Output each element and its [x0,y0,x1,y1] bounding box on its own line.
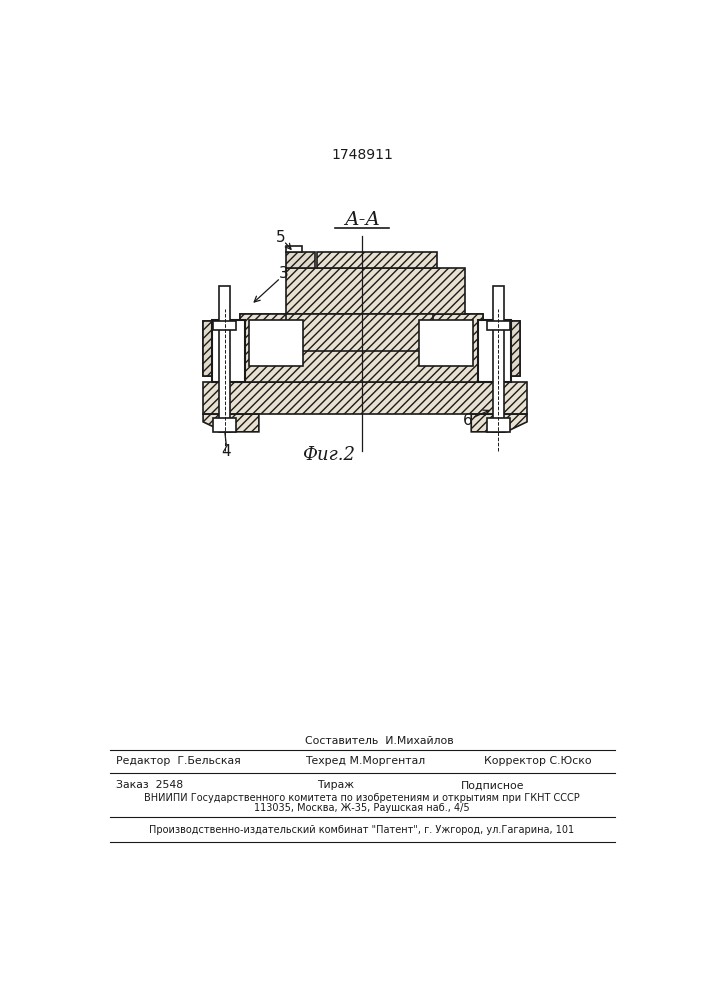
Bar [203,321,212,376]
Bar [240,314,483,382]
Bar [483,321,492,376]
Text: А-А: А-А [344,211,380,229]
Bar [212,320,245,382]
Bar [213,321,236,330]
Text: ВНИИПИ Государственного комитета по изобретениям и открытиям при ГКНТ СССР: ВНИИПИ Государственного комитета по изоб… [144,793,580,803]
Bar [390,314,483,382]
Bar [483,321,520,376]
Text: 3: 3 [279,266,288,282]
Bar [203,321,240,376]
Bar [286,314,433,351]
Polygon shape [203,414,259,432]
Text: Составитель  И.Михайлов: Составитель И.Михайлов [305,736,454,746]
Bar [510,321,520,376]
Bar [486,321,510,330]
Bar [493,286,504,432]
Bar [486,418,510,432]
Bar [203,382,527,414]
Text: 6: 6 [463,413,473,428]
Text: 4: 4 [221,444,231,459]
Text: Заказ  2548: Заказ 2548 [115,780,182,790]
Bar [317,252,437,268]
Bar [231,321,240,376]
Text: Корректор С.Юско: Корректор С.Юско [484,756,591,766]
Text: 1748911: 1748911 [331,148,393,162]
Text: Подписное: Подписное [460,780,524,790]
Bar [213,418,236,432]
Text: 5: 5 [276,230,286,245]
Bar [286,268,465,314]
Text: Техред М.Моргентал: Техред М.Моргентал [305,756,426,766]
Text: 113035, Москва, Ж-35, Раушская наб., 4/5: 113035, Москва, Ж-35, Раушская наб., 4/5 [254,803,469,813]
Bar [419,320,473,366]
Text: Тираж: Тираж [317,780,354,790]
Bar [478,320,510,382]
Text: Производственно-издательский комбинат "Патент", г. Ужгород, ул.Гагарина, 101: Производственно-издательский комбинат "П… [149,825,575,835]
Polygon shape [472,414,527,432]
Bar [240,314,332,382]
Bar [249,320,303,366]
Text: Редактор  Г.Бельская: Редактор Г.Бельская [115,756,240,766]
Text: Фиг.2: Фиг.2 [302,446,355,464]
Bar [219,286,230,432]
Bar [286,246,301,252]
Bar [286,252,315,268]
